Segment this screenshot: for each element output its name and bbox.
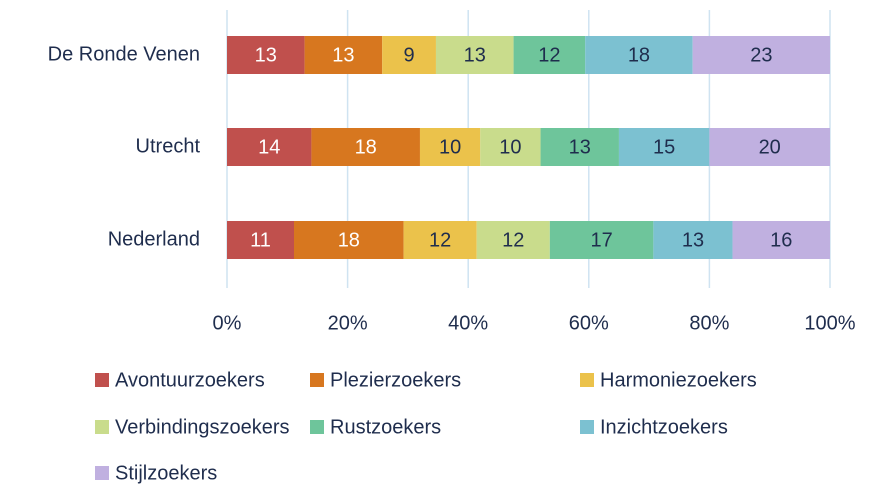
- bar-segment: [732, 221, 830, 259]
- x-tick-label: 60%: [569, 312, 609, 334]
- data-label: 9: [404, 44, 415, 66]
- data-label: 16: [770, 229, 792, 251]
- bar-segment: [435, 36, 514, 74]
- legend-label: Verbindingszoekers: [115, 416, 290, 438]
- bar-segment: [227, 36, 305, 74]
- legend-label: Harmoniezoekers: [600, 369, 757, 391]
- data-label: 15: [653, 136, 675, 158]
- bar-segment: [540, 128, 619, 166]
- bar-segment: [618, 128, 710, 166]
- bar-segment: [419, 128, 481, 166]
- data-label: 10: [439, 136, 461, 158]
- data-label: 13: [682, 229, 704, 251]
- data-label: 13: [464, 44, 486, 66]
- x-tick-label: 0%: [213, 312, 242, 334]
- legend-swatch: [95, 373, 109, 387]
- data-label: 18: [338, 229, 360, 251]
- legend-swatch: [310, 420, 324, 434]
- x-tick-label: 80%: [689, 312, 729, 334]
- data-label: 18: [355, 136, 377, 158]
- bar-segment: [294, 221, 404, 259]
- bar-segment: [549, 221, 654, 259]
- legend-swatch: [310, 373, 324, 387]
- bar-segment: [227, 128, 312, 166]
- legend-label: Rustzoekers: [330, 416, 441, 438]
- bar-segment: [476, 221, 550, 259]
- legend-label: Plezierzoekers: [330, 369, 461, 391]
- x-tick-label: 40%: [448, 312, 488, 334]
- y-tick-label: Utrecht: [136, 135, 201, 157]
- data-label: 18: [628, 44, 650, 66]
- data-label: 13: [255, 44, 277, 66]
- data-label: 20: [759, 136, 781, 158]
- legend-label: Inzichtzoekers: [600, 416, 728, 438]
- data-label: 12: [502, 229, 524, 251]
- data-label: 12: [429, 229, 451, 251]
- bar-segment: [311, 128, 420, 166]
- y-tick-label: De Ronde Venen: [48, 43, 200, 65]
- legend-swatch: [580, 373, 594, 387]
- data-label: 10: [499, 136, 521, 158]
- data-label: 23: [750, 44, 772, 66]
- bar-segment: [403, 221, 477, 259]
- bar-segment: [227, 221, 294, 259]
- x-tick-label: 100%: [804, 312, 855, 334]
- bar-segment: [382, 36, 436, 74]
- data-label: 13: [332, 44, 354, 66]
- x-tick-label: 20%: [328, 312, 368, 334]
- bar-segment: [480, 128, 541, 166]
- bar-segment: [585, 36, 693, 74]
- legend-swatch: [580, 420, 594, 434]
- bar-segment: [653, 221, 733, 259]
- bar-segment: [709, 128, 830, 166]
- data-label: 12: [538, 44, 560, 66]
- legend-swatch: [95, 420, 109, 434]
- data-label: 13: [569, 136, 591, 158]
- bar-segment: [304, 36, 383, 74]
- legend-swatch: [95, 466, 109, 480]
- bar-segment: [692, 36, 830, 74]
- y-tick-label: Nederland: [108, 228, 200, 250]
- legend-label: Stijlzoekers: [115, 462, 217, 484]
- data-label: 17: [590, 229, 612, 251]
- bar-segment: [513, 36, 586, 74]
- data-label: 11: [250, 229, 271, 251]
- data-label: 14: [258, 136, 280, 158]
- legend-label: Avontuurzoekers: [115, 369, 265, 391]
